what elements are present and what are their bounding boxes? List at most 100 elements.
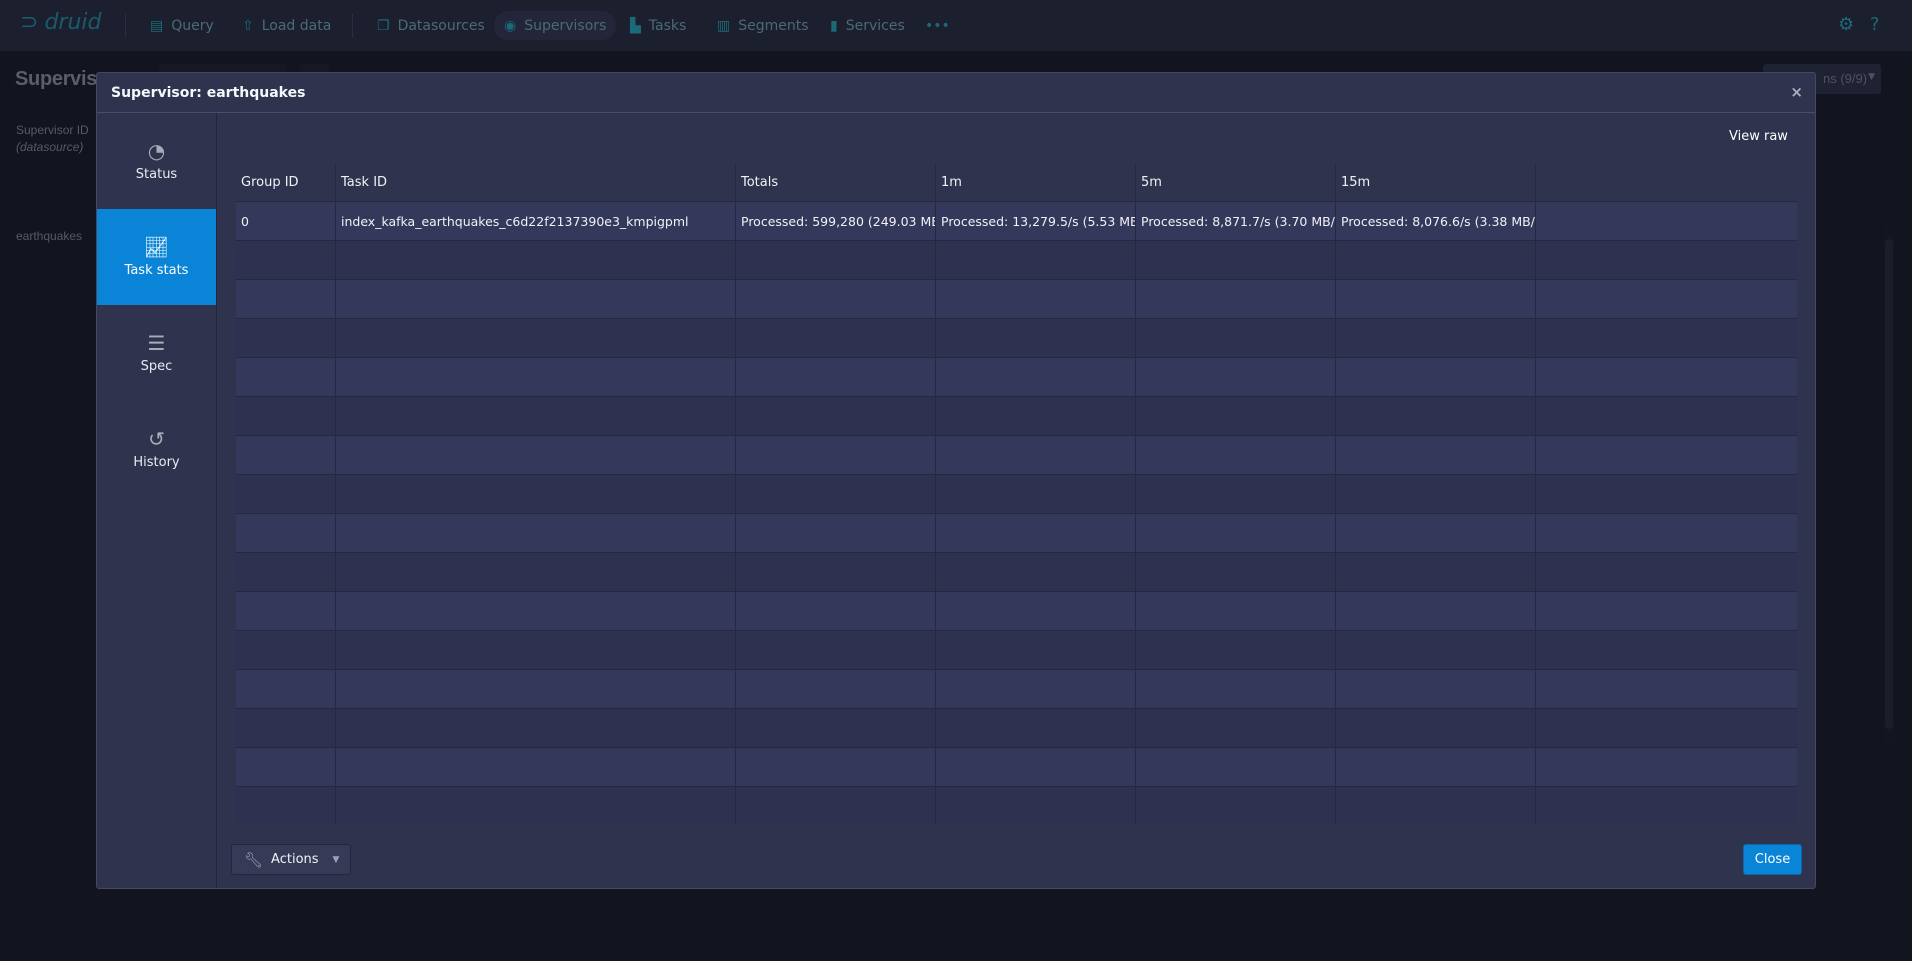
empty-cell <box>1136 319 1336 357</box>
history-icon: ↺ <box>148 427 165 451</box>
empty-cell <box>936 280 1136 318</box>
nav-label: Datasources <box>397 17 485 34</box>
tab-status[interactable]: ◔ Status <box>97 113 216 209</box>
column-header-5m[interactable]: 5m <box>1136 163 1336 201</box>
empty-cell <box>1336 553 1536 591</box>
column-header-filler <box>1536 163 1781 201</box>
empty-cell <box>336 475 736 513</box>
empty-cell <box>736 748 936 786</box>
cell-filler <box>1536 202 1781 240</box>
align-left-icon: ☰ <box>147 331 166 355</box>
nav-label: Services <box>845 17 905 34</box>
empty-cell <box>336 748 736 786</box>
empty-cell <box>336 319 736 357</box>
help-icon[interactable]: ? <box>1870 14 1880 35</box>
nav-label: Load data <box>261 17 332 34</box>
nav-query[interactable]: ▤ Query <box>140 11 224 40</box>
settings-gear-icon[interactable]: ⚙ <box>1838 14 1855 35</box>
empty-cell <box>1136 631 1336 669</box>
nav-more-button[interactable]: ••• <box>925 17 950 34</box>
empty-cell <box>1136 553 1336 591</box>
empty-cell <box>1536 397 1781 435</box>
empty-cell <box>336 670 736 708</box>
nav-services[interactable]: ▮ Services <box>820 11 915 40</box>
column-header-15m[interactable]: 15m <box>1336 163 1536 201</box>
empty-cell <box>1536 709 1781 747</box>
top-navbar: ⊃ druid ▤ Query ⇧ Load data ❐ Datasources ◉ S… <box>0 0 1912 51</box>
view-raw-button[interactable]: View raw <box>1729 129 1788 144</box>
background-row-earthquakes: earthquakes <box>16 229 83 243</box>
tab-spec[interactable]: ☰ Spec <box>97 305 216 401</box>
empty-cell <box>236 631 336 669</box>
empty-cell <box>1136 241 1336 279</box>
empty-table-row <box>236 630 1797 669</box>
empty-cell <box>236 280 336 318</box>
empty-table-row <box>236 240 1797 279</box>
empty-cell <box>236 787 336 825</box>
empty-table-row <box>236 474 1797 513</box>
nav-datasources[interactable]: ❐ Datasources <box>367 11 495 40</box>
empty-cell <box>1536 514 1781 552</box>
empty-cell <box>736 436 936 474</box>
close-icon[interactable]: × <box>1790 83 1803 101</box>
empty-table-row <box>236 552 1797 591</box>
caret-down-icon: ▼ <box>332 854 340 865</box>
empty-cell <box>936 319 1136 357</box>
empty-cell <box>936 475 1136 513</box>
actions-label: Actions <box>271 852 319 867</box>
empty-cell <box>1536 748 1781 786</box>
empty-cell <box>1136 709 1336 747</box>
empty-table-row <box>236 786 1797 825</box>
tab-label: History <box>133 455 180 470</box>
background-header-datasource: (datasource) <box>16 140 84 154</box>
empty-cell <box>1136 592 1336 630</box>
tab-history[interactable]: ↺ History <box>97 401 216 497</box>
nav-tasks[interactable]: ▙ Tasks <box>620 11 696 40</box>
empty-cell <box>936 592 1136 630</box>
empty-cell <box>1536 436 1781 474</box>
empty-cell <box>936 631 1136 669</box>
empty-cell <box>1136 670 1336 708</box>
empty-cell <box>936 787 1136 825</box>
table-row: 0 index_kafka_earthquakes_c6d22f2137390e… <box>236 201 1797 240</box>
empty-cell <box>1336 241 1536 279</box>
empty-cell <box>1536 787 1781 825</box>
nav-segments[interactable]: ▥ Segments <box>707 11 819 40</box>
empty-table-row <box>236 435 1797 474</box>
actions-button[interactable]: 🔧︎ Actions ▼ <box>231 844 351 875</box>
column-header-task-id[interactable]: Task ID <box>336 163 736 201</box>
empty-cell <box>1536 553 1781 591</box>
empty-cell <box>736 553 936 591</box>
empty-cell <box>236 475 336 513</box>
empty-cell <box>1136 514 1336 552</box>
empty-cell <box>736 475 936 513</box>
empty-cell <box>236 358 336 396</box>
empty-table-row <box>236 708 1797 747</box>
cell-15m: Processed: 8,076.6/s (3.38 MB/s) <box>1336 202 1536 240</box>
tab-task-stats[interactable]: 📈︎ Task stats <box>97 209 216 305</box>
druid-logo[interactable]: ⊃ druid <box>20 10 101 35</box>
empty-cell <box>736 397 936 435</box>
dialog-title: Supervisor: earthquakes <box>111 84 306 101</box>
columns-label: ns (9/9) <box>1823 71 1868 86</box>
empty-cell <box>736 709 936 747</box>
empty-table-row <box>236 747 1797 786</box>
cell-totals: Processed: 599,280 (249.03 MB) <box>736 202 936 240</box>
empty-cell <box>336 553 736 591</box>
column-header-1m[interactable]: 1m <box>936 163 1136 201</box>
close-button[interactable]: Close <box>1743 844 1802 875</box>
empty-cell <box>336 241 736 279</box>
empty-cell <box>1536 319 1781 357</box>
nav-supervisors[interactable]: ◉ Supervisors <box>494 11 617 40</box>
cell-group-id: 0 <box>236 202 336 240</box>
column-header-totals[interactable]: Totals <box>736 163 936 201</box>
nav-load-data[interactable]: ⇧ Load data <box>232 11 341 40</box>
empty-cell <box>1536 592 1781 630</box>
empty-cell <box>336 397 736 435</box>
empty-cell <box>936 748 1136 786</box>
empty-cell <box>336 280 736 318</box>
column-header-group-id[interactable]: Group ID <box>236 163 336 201</box>
empty-cell <box>1136 748 1336 786</box>
empty-cell <box>1336 787 1536 825</box>
empty-table-row <box>236 318 1797 357</box>
